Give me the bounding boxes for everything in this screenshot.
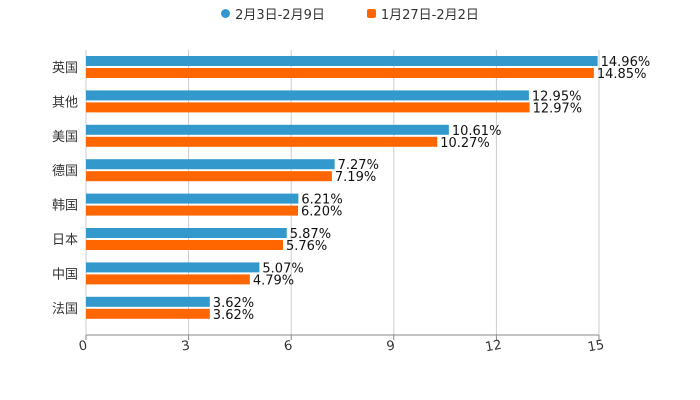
- legend: 2月3日-2月9日 1月27日-2月2日: [0, 4, 700, 23]
- data-label: 3.62%: [213, 296, 254, 311]
- bar-series-1: [86, 193, 299, 204]
- y-category-label: 其他: [52, 95, 78, 110]
- y-category-label: 日本: [52, 233, 78, 248]
- legend-item-series-1[interactable]: 2月3日-2月9日: [221, 4, 325, 23]
- bar-series-2: [86, 136, 438, 147]
- legend-dot-icon: [221, 9, 231, 18]
- legend-label: 1月27日-2月2日: [380, 8, 479, 23]
- x-tick-label: 0: [78, 338, 89, 354]
- bar-series-1: [86, 262, 260, 273]
- bar-series-2: [86, 274, 250, 285]
- data-label: 6.20%: [301, 205, 342, 220]
- bar-series-2: [86, 171, 332, 182]
- x-tick-label: 9: [386, 338, 397, 354]
- x-tick-label: 15: [587, 338, 606, 356]
- data-label: 14.85%: [597, 67, 647, 82]
- bar-series-1: [86, 124, 449, 135]
- legend-label: 2月3日-2月9日: [235, 8, 325, 23]
- data-label: 4.79%: [253, 273, 294, 288]
- y-category-label: 韩国: [52, 199, 78, 214]
- bar-series-2: [86, 308, 210, 319]
- bar-series-2: [86, 102, 530, 113]
- bar-series-1: [86, 228, 287, 238]
- data-label: 12.95%: [532, 89, 582, 104]
- bar-series-2: [86, 205, 299, 216]
- data-label: 14.96%: [601, 55, 651, 70]
- bar-series-2: [86, 240, 283, 250]
- y-category-label: 德国: [52, 164, 78, 179]
- data-label: 5.07%: [262, 261, 303, 276]
- data-label: 6.21%: [301, 193, 342, 208]
- data-label: 3.62%: [213, 308, 254, 323]
- bar-series-1: [86, 159, 335, 170]
- legend-square-icon: [366, 9, 376, 18]
- x-tick-label: 6: [283, 338, 294, 354]
- y-category-label: 美国: [52, 130, 78, 145]
- data-label: 7.19%: [335, 170, 376, 185]
- bar-series-1: [86, 90, 529, 101]
- y-category-label: 中国: [52, 267, 78, 282]
- x-tick-label: 12: [484, 338, 503, 356]
- legend-item-series-2[interactable]: 1月27日-2月2日: [366, 4, 479, 23]
- data-label: 10.27%: [440, 136, 490, 151]
- bar-series-1: [86, 296, 210, 307]
- y-category-label: 英国: [52, 61, 78, 76]
- bar-series-1: [86, 56, 598, 66]
- data-label: 5.76%: [286, 239, 327, 254]
- data-label: 5.87%: [290, 227, 331, 242]
- bar-series-2: [86, 68, 594, 78]
- data-label: 10.61%: [452, 124, 502, 139]
- data-label: 12.97%: [533, 101, 583, 116]
- data-label: 7.27%: [338, 158, 379, 173]
- x-tick-label: 3: [180, 338, 191, 354]
- y-category-label: 法国: [52, 302, 78, 317]
